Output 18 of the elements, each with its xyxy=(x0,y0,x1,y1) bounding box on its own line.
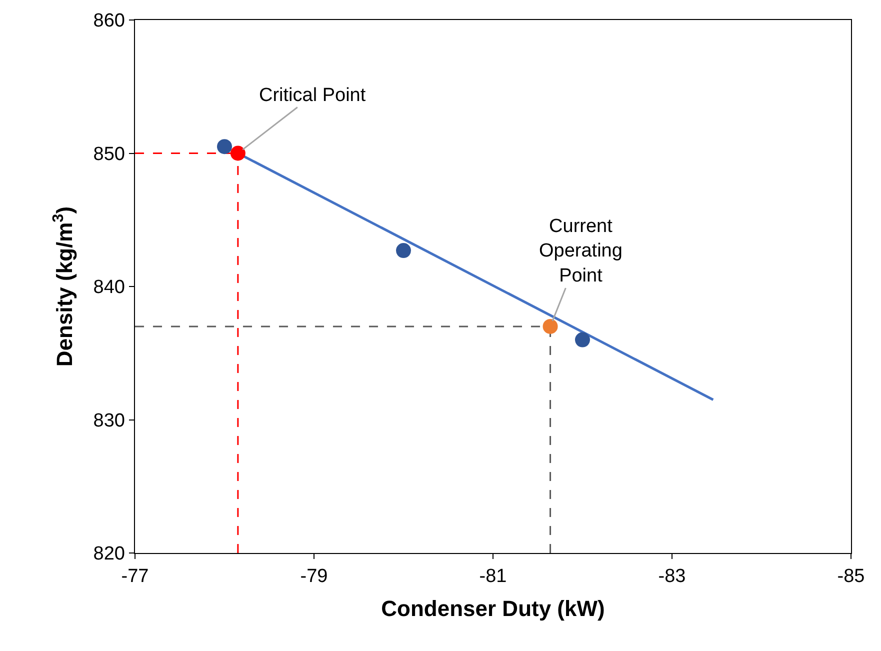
x-tick-label: -85 xyxy=(837,566,865,587)
y-tick-label: 830 xyxy=(93,410,125,432)
x-tick-label: -81 xyxy=(479,566,507,587)
point xyxy=(396,243,411,258)
x-tick-label: -77 xyxy=(121,566,149,587)
x-axis-title: Condenser Duty (kW) xyxy=(381,596,605,621)
x-tick-label: -79 xyxy=(300,566,328,587)
y-tick-label: 850 xyxy=(93,144,125,165)
point xyxy=(575,332,590,348)
x-tick-label: -83 xyxy=(658,566,686,587)
point xyxy=(217,139,232,154)
y-tick-label: 860 xyxy=(93,10,125,32)
point xyxy=(542,318,558,334)
annotation: Current Operating Point xyxy=(539,216,622,286)
y-tick-label: 820 xyxy=(93,544,125,565)
annotation: Critical Point xyxy=(259,85,366,106)
point xyxy=(230,146,246,161)
y-tick-label: 840 xyxy=(93,277,125,298)
